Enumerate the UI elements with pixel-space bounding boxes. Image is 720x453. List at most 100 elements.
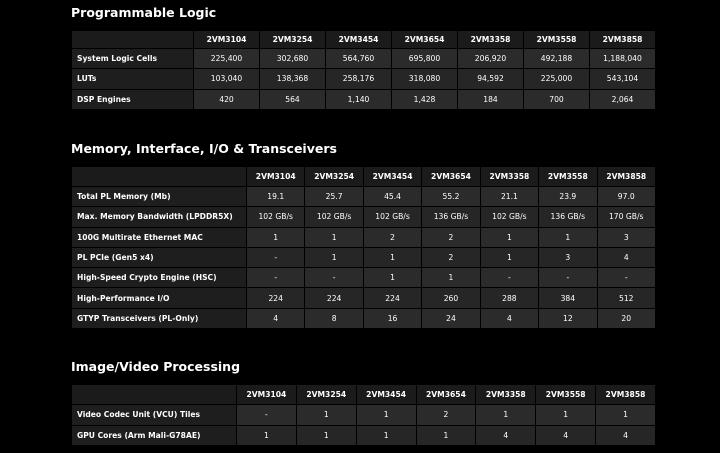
spec-table: 2VM3104 2VM3254 2VM3454 2VM3654 2VM3358 2VM35… (71, 166, 656, 330)
column-header: 2VM3254 (304, 166, 364, 187)
cell: 695,800 (391, 47, 458, 70)
cell: 1 (421, 267, 481, 289)
cell: 512 (596, 287, 656, 309)
cell: 1 (535, 404, 597, 426)
cell: 225,000 (523, 68, 590, 90)
cell: 1 (295, 424, 357, 446)
column-header: 2VM3858 (595, 384, 656, 405)
column-header: 2VM3558 (535, 384, 597, 405)
cell: 1 (245, 226, 306, 248)
cell: 4 (475, 424, 537, 446)
cell: 288 (479, 287, 540, 309)
row-label: GPU Cores (Arm Mali-G78AE) (71, 424, 237, 446)
column-header: 2VM3454 (355, 384, 417, 405)
table-row: GPU Cores (Arm Mali-G78AE) 1 1 1 1 4 4 4 (71, 424, 656, 446)
cell: - (245, 246, 306, 269)
cell: 45.4 (362, 185, 423, 208)
cell: 21.1 (479, 185, 540, 208)
row-label: Total PL Memory (Mb) (71, 185, 247, 208)
cell: 1,140 (325, 88, 392, 110)
cell: 4 (595, 424, 656, 446)
cell: - (596, 267, 656, 289)
cell: 1 (479, 246, 540, 269)
cell: 543,104 (589, 68, 656, 90)
cell: 97.0 (596, 185, 656, 208)
cell: 4 (535, 424, 597, 446)
column-header: 2VM3654 (421, 166, 481, 187)
column-header: 2VM3454 (325, 30, 392, 49)
header-row: 2VM3104 2VM3254 2VM3454 2VM3654 2VM3358 2VM35… (71, 166, 656, 187)
cell: 2 (415, 404, 477, 426)
cell: 1 (538, 226, 598, 248)
cell: 3 (538, 246, 598, 269)
cell: - (304, 267, 364, 289)
table-row: PL PCIe (Gen5 x4) -1 1 2 1 3 4 (71, 246, 656, 269)
cell: 2,064 (589, 88, 656, 110)
column-header: 2VM3454 (362, 166, 423, 187)
corner-cell (71, 30, 194, 49)
column-header: 2VM3558 (538, 166, 598, 187)
row-label: 100G Multirate Ethernet MAC (71, 226, 247, 248)
table-row: High-Speed Crypto Engine (HSC) - -1 1- - - (71, 267, 656, 289)
row-label: DSP Engines (71, 88, 194, 110)
row-label: GTYP Transceivers (PL-Only) (71, 307, 247, 330)
cell: 4 (245, 307, 306, 330)
column-header: 2VM3254 (259, 30, 326, 49)
cell: 224 (304, 287, 364, 309)
table-row: LUTs 103,040 138,368 258,176 318,080 94,592 22… (71, 68, 656, 90)
column-header: 2VM3858 (589, 30, 656, 49)
cell: 492,188 (523, 47, 590, 70)
table-row: System Logic Cells 225,400 302,680 564,760 6… (71, 47, 656, 70)
cell: - (479, 267, 540, 289)
cell: 184 (457, 88, 524, 110)
column-header: 2VM3358 (475, 384, 537, 405)
cell: 138,368 (259, 68, 326, 90)
row-label: High-Performance I/O (71, 287, 247, 309)
cell: 700 (523, 88, 590, 110)
cell: 206,920 (457, 47, 524, 70)
section-title: Programmable Logic (71, 5, 217, 20)
cell: 224 (245, 287, 306, 309)
cell: 102 GB/s (479, 206, 540, 228)
cell: 1 (304, 226, 364, 248)
spec-table: 2VM3104 2VM3254 2VM3454 2VM3654 2VM3358 2VM35… (71, 384, 656, 446)
table-row: Max. Memory Bandwidth (LPDDR5X) 102 GB/s 1… (71, 206, 656, 228)
cell: 225,400 (193, 47, 260, 70)
column-header: 2VM3358 (457, 30, 524, 49)
header-row: 2VM3104 2VM3254 2VM3454 2VM3654 2VM3358 2VM35… (71, 30, 656, 49)
cell: 1,188,040 (589, 47, 656, 70)
row-label: Max. Memory Bandwidth (LPDDR5X) (71, 206, 247, 228)
cell: - (538, 267, 598, 289)
cell: 1 (479, 226, 540, 248)
column-header: 2VM3858 (596, 166, 656, 187)
row-label: Video Codec Unit (VCU) Tiles (71, 404, 237, 426)
cell: 94,592 (457, 68, 524, 90)
cell: 1 (362, 267, 423, 289)
cell: 4 (596, 246, 656, 269)
corner-cell (71, 384, 237, 405)
cell: - (236, 404, 297, 426)
table-row: DSP Engines 420 564 1,140 1,428 184 700 2,064 (71, 88, 656, 110)
row-label: System Logic Cells (71, 47, 194, 70)
cell: 1 (415, 424, 477, 446)
cell: 258,176 (325, 68, 392, 90)
cell: 102 GB/s (304, 206, 364, 228)
cell: 55.2 (421, 185, 481, 208)
column-header: 2VM3104 (193, 30, 260, 49)
cell: 420 (193, 88, 260, 110)
cell: 1 (355, 404, 417, 426)
cell: 20 (596, 307, 656, 330)
cell: 224 (362, 287, 423, 309)
cell: 1 (475, 404, 537, 426)
section-title: Memory, Interface, I/O & Transceivers (71, 141, 337, 156)
header-row: 2VM3104 2VM3254 2VM3454 2VM3654 2VM3358 2VM35… (71, 384, 656, 405)
cell: 4 (479, 307, 540, 330)
cell: 136 GB/s (538, 206, 598, 228)
cell: 23.9 (538, 185, 598, 208)
cell: 1 (295, 404, 357, 426)
column-header: 2VM3358 (479, 166, 540, 187)
cell: 1 (362, 246, 423, 269)
spec-table: 2VM3104 2VM3254 2VM3454 2VM3654 2VM3358 2VM35… (71, 30, 656, 110)
column-header: 2VM3558 (523, 30, 590, 49)
cell: 2 (421, 246, 481, 269)
